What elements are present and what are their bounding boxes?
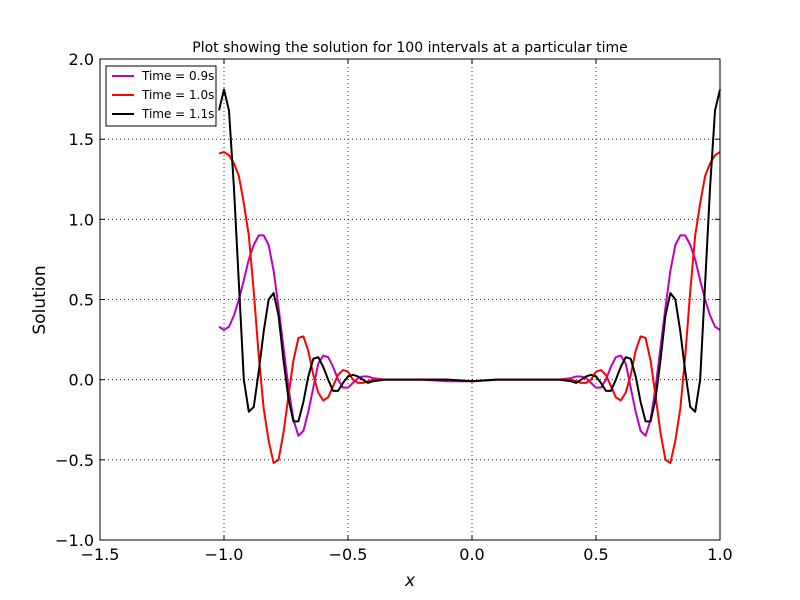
series-lines [218, 88, 721, 465]
x-tick-labels: −1.5 −1.0 −0.5 0.0 0.5 1.0 [81, 545, 733, 564]
chart-title: Plot showing the solution for 100 interv… [192, 40, 627, 56]
legend-label-3: Time = 1.1s [141, 107, 214, 121]
x-tick-label: 0.0 [459, 545, 484, 564]
legend: Time = 0.9s Time = 1.0s Time = 1.1s [105, 65, 217, 127]
y-tick-label: 1.0 [69, 210, 94, 229]
x-axis-label: x [404, 571, 416, 591]
x-tick-label: −1.0 [205, 545, 244, 564]
y-tick-label: −1.0 [55, 531, 94, 550]
x-tick-label: −0.5 [329, 545, 368, 564]
legend-label-1: Time = 0.9s [141, 69, 214, 83]
y-tick-label: −0.5 [55, 451, 94, 470]
y-axis-label: Solution [30, 265, 50, 334]
y-tick-label: 0.5 [69, 291, 94, 310]
y-tick-label: 2.0 [69, 50, 94, 69]
y-tick-label: 0.0 [69, 371, 94, 390]
y-tick-labels: −1.0 −0.5 0.0 0.5 1.0 1.5 2.0 [55, 50, 94, 550]
legend-items: Time = 0.9s Time = 1.0s Time = 1.1s [112, 69, 214, 121]
x-tick-label: −1.5 [81, 545, 120, 564]
axis-ticks [99, 58, 721, 541]
x-tick-label: 1.0 [707, 545, 732, 564]
y-tick-label: 1.5 [69, 130, 94, 149]
x-tick-label: 0.5 [583, 545, 608, 564]
series-line-3 [218, 88, 721, 423]
legend-label-2: Time = 1.0s [141, 88, 214, 102]
